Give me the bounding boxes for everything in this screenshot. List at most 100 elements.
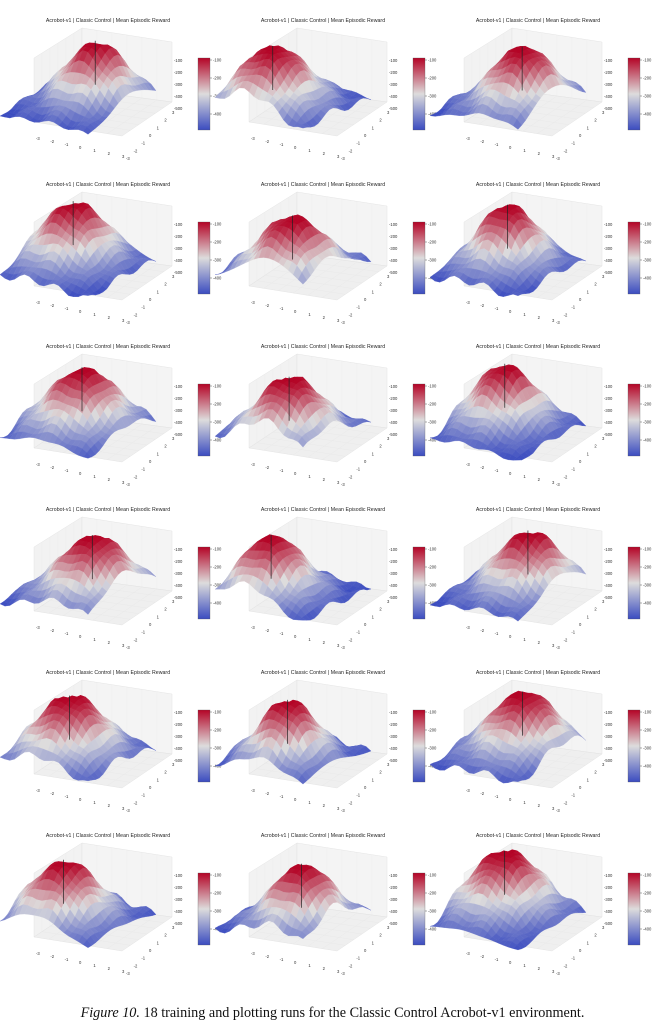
surface-plot-panel: -3 -3 -2 -2 -1 -1 0 0 1 1 2 2 3 3 -100 -200 -300 -400 -500… [0,507,237,667]
y-tick-label: -3 [341,971,345,976]
y-tick-label: -3 [126,156,130,161]
y-tick-label: 3 [602,274,605,279]
x-tick-label: 3 [552,643,555,648]
z-tick-label: -400 [604,583,613,588]
surface-plot: -3-3-2-2-1 -100112233-100-200-300-400-500… [214,27,437,161]
z-tick-label: -500 [604,270,613,275]
x-tick-label: 1 [308,800,311,805]
x-tick-label: 1 [523,148,526,153]
x-tick-label: 0 [79,634,82,639]
colorbar [412,383,426,457]
colorbar-tick-label: -200 [643,76,652,81]
colorbar-tick-label: -100 [213,222,222,227]
x-tick-label: -3 [466,462,470,467]
colorbar-tick-label: -200 [213,565,222,570]
surface-plot-panel: -3 -3 -2 -2 -1 -1 0 0 1 1 2 2 3 3 -100 -200 -300 -400 -500… [214,344,452,504]
plot-title: Acrobot-v1 | Classic Control | Mean Epis… [475,344,601,350]
z-tick-label: -500 [604,595,613,600]
reward-surface [429,204,587,297]
y-tick-label: 1 [587,940,590,945]
y-tick-label: 0 [579,622,582,627]
y-tick-label: -3 [126,808,130,813]
x-tick-label: -3 [466,136,470,141]
x-tick-label: 3 [337,969,340,974]
x-tick-label: 2 [108,151,111,156]
y-tick-label: -3 [341,645,345,650]
colorbar-tick-label: -200 [213,891,222,896]
surface-plot: -3-3-2-2-1 -100112233-100-200-300-400-500… [0,679,222,813]
y-tick-label: -2 [134,148,138,153]
x-tick-label: 1 [523,637,526,642]
z-tick-label: -100 [174,547,183,552]
y-tick-label: 3 [602,110,605,115]
colorbar-tick-label: -100 [643,710,652,715]
colorbar-tick-label: -400 [213,601,222,606]
x-tick-label: -3 [466,788,470,793]
x-tick-label: 0 [294,634,297,639]
z-tick-label: -200 [389,396,398,401]
y-tick-label: 2 [594,444,597,449]
reward-surface [0,695,157,782]
y-tick-label: 3 [387,110,390,115]
colorbar-tick-label: -200 [428,728,437,733]
reward-surface [429,849,587,951]
z-tick-label: -400 [174,909,183,914]
x-tick-label: -3 [36,951,40,956]
plot-title: Acrobot-v1 | Classic Control | Mean Epis… [475,182,601,188]
z-tick-label: -400 [604,94,613,99]
y-tick-label: -2 [134,800,138,805]
y-tick-label: 0 [364,948,367,953]
z-tick-label: -300 [604,246,613,251]
colorbar [412,546,426,620]
reward-surface [0,535,157,615]
z-tick-label: -200 [389,70,398,75]
surface-plot: -3-3-2-2-1 -100112233-100-200-300-400-500… [214,353,437,487]
y-tick-label: 1 [157,940,160,945]
reward-surface [0,861,157,948]
z-tick-label: -100 [389,222,398,227]
colorbar-tick-label: -100 [213,547,222,552]
surface-plot-panel: -3 -3 -2 -2 -1 -1 0 0 1 1 2 2 3 3 -100 -200 -300 -400 -500… [429,670,665,830]
z-tick-label: -200 [604,396,613,401]
y-tick-label: 3 [172,274,175,279]
x-tick-label: 1 [308,148,311,153]
caption-label: Figure 10. [80,1005,140,1021]
x-tick-label: 3 [337,318,340,323]
x-tick-label: -1 [495,631,499,636]
z-tick-label: -100 [389,710,398,715]
y-tick-label: -3 [341,156,345,161]
y-tick-label: 3 [172,762,175,767]
y-tick-label: 0 [579,297,582,302]
y-tick-label: 3 [387,762,390,767]
surface-plot-panel: -3 -3 -2 -2 -1 -1 0 0 1 1 2 2 3 3 -100 -200 -300 -400 -500… [214,507,452,667]
colorbar-tick-label: -300 [213,420,222,425]
plot-title: Acrobot-v1 | Classic Control | Mean Epis… [260,182,386,188]
y-tick-label: -2 [134,474,138,479]
x-tick-label: 0 [294,960,297,965]
colorbar-tick-label: -300 [428,909,437,914]
y-tick-label: -2 [349,148,353,153]
z-tick-label: -200 [604,70,613,75]
z-tick-label: -200 [604,722,613,727]
z-tick-label: -200 [389,234,398,239]
plot-title: Acrobot-v1 | Classic Control | Mean Epis… [260,670,386,676]
x-tick-label: -2 [480,139,484,144]
z-tick-label: -400 [389,583,398,588]
x-tick-label: -3 [251,300,255,305]
colorbar-tick-label: -200 [643,402,652,407]
colorbar-tick-label: -100 [213,384,222,389]
y-tick-label: -1 [356,305,360,310]
x-tick-label: 2 [323,477,326,482]
y-tick-label: 3 [172,436,175,441]
x-tick-label: 0 [294,797,297,802]
x-tick-label: 0 [79,309,82,314]
reward-surface [429,46,587,130]
y-tick-label: 0 [149,297,152,302]
colorbar [197,709,211,783]
z-tick-label: -500 [174,432,183,437]
x-tick-label: 0 [509,797,512,802]
y-tick-label: -1 [356,956,360,961]
x-tick-label: 0 [79,960,82,965]
x-tick-label: -1 [65,306,69,311]
colorbar-tick-label: -200 [428,891,437,896]
